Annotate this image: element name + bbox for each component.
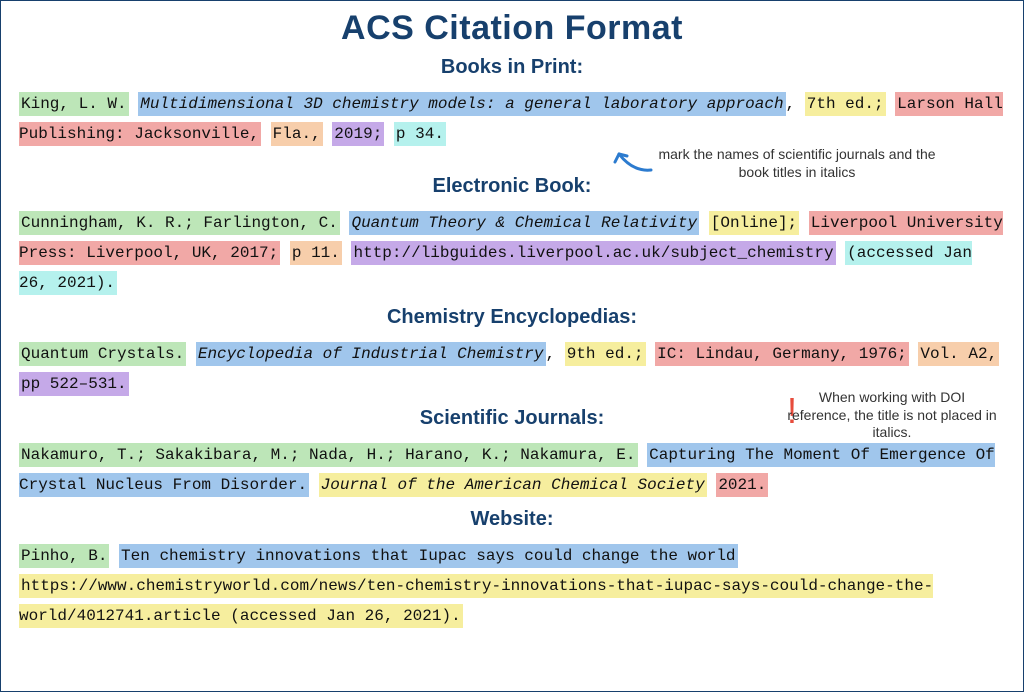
citation-segment: Pinho, B. [19, 544, 109, 568]
citation-segment: 2021. [716, 473, 768, 497]
citation-segment [280, 244, 290, 262]
citation-segment [836, 244, 846, 262]
citation-segment [707, 476, 717, 494]
citation-segment [186, 345, 196, 363]
citation-segment: Cunningham, K. R.; Farlington, C. [19, 211, 340, 235]
annotation-doi: When working with DOI reference, the tit… [787, 389, 997, 442]
citation-segment [638, 446, 648, 464]
citation-segment [799, 214, 809, 232]
citation-segment: p 11. [290, 241, 342, 265]
citation-segment [109, 547, 119, 565]
citation-segment: 2019; [332, 122, 384, 146]
citation-segment: King, L. W. [19, 92, 129, 116]
citation-segment: IC: Lindau, Germany, 1976; [655, 342, 909, 366]
citation-segment [384, 125, 394, 143]
citation-segment: Quantum Crystals. [19, 342, 186, 366]
arrow-icon [611, 148, 655, 181]
citation-segment: [Online]; [709, 211, 799, 235]
citation-segment: Journal of the American Chemical Society [319, 473, 707, 497]
citation-segment [323, 125, 333, 143]
citation-segment: Multidimensional 3D chemistry models: a … [138, 92, 785, 116]
citation-segment: p 34. [394, 122, 446, 146]
citation-journal: Nakamuro, T.; Sakakibara, M.; Nada, H.; … [19, 440, 1005, 500]
citation-segment [309, 476, 319, 494]
citation-segment: , [786, 95, 805, 113]
citation-website: Pinho, B. Ten chemistry innovations that… [19, 541, 1005, 631]
section-title-website: Website: [19, 508, 1005, 531]
citation-segment: Fla., [271, 122, 323, 146]
citation-segment [646, 345, 656, 363]
citation-segment: Vol. A2, [918, 342, 999, 366]
annotation-italics: mark the names of scientific journals an… [657, 146, 937, 181]
citation-segment: Ten chemistry innovations that Iupac say… [119, 544, 738, 568]
citation-segment: , [546, 345, 565, 363]
citation-books: King, L. W. Multidimensional 3D chemistr… [19, 89, 1005, 149]
citation-segment: 9th ed.; [565, 342, 646, 366]
citation-segment: http://libguides.liverpool.ac.uk/subject… [351, 241, 835, 265]
page: ACS Citation Format Books in Print: King… [0, 0, 1024, 692]
citation-ebook: Cunningham, K. R.; Farlington, C. Quantu… [19, 208, 1005, 298]
citation-segment [129, 95, 139, 113]
citation-segment: Encyclopedia of Industrial Chemistry [196, 342, 546, 366]
citation-segment: Quantum Theory & Chemical Relativity [349, 211, 699, 235]
citation-segment: Nakamuro, T.; Sakakibara, M.; Nada, H.; … [19, 443, 638, 467]
citation-segment: 7th ed.; [805, 92, 886, 116]
citation-segment: https://www.chemistryworld.com/news/ten-… [19, 574, 933, 628]
citation-segment [699, 214, 709, 232]
citation-segment [886, 95, 896, 113]
main-title: ACS Citation Format [19, 9, 1005, 48]
section-title-encyc: Chemistry Encyclopedias: [19, 306, 1005, 329]
citation-segment [909, 345, 919, 363]
citation-segment: pp 522–531. [19, 372, 129, 396]
section-title-books: Books in Print: [19, 56, 1005, 79]
citation-segment [261, 125, 271, 143]
